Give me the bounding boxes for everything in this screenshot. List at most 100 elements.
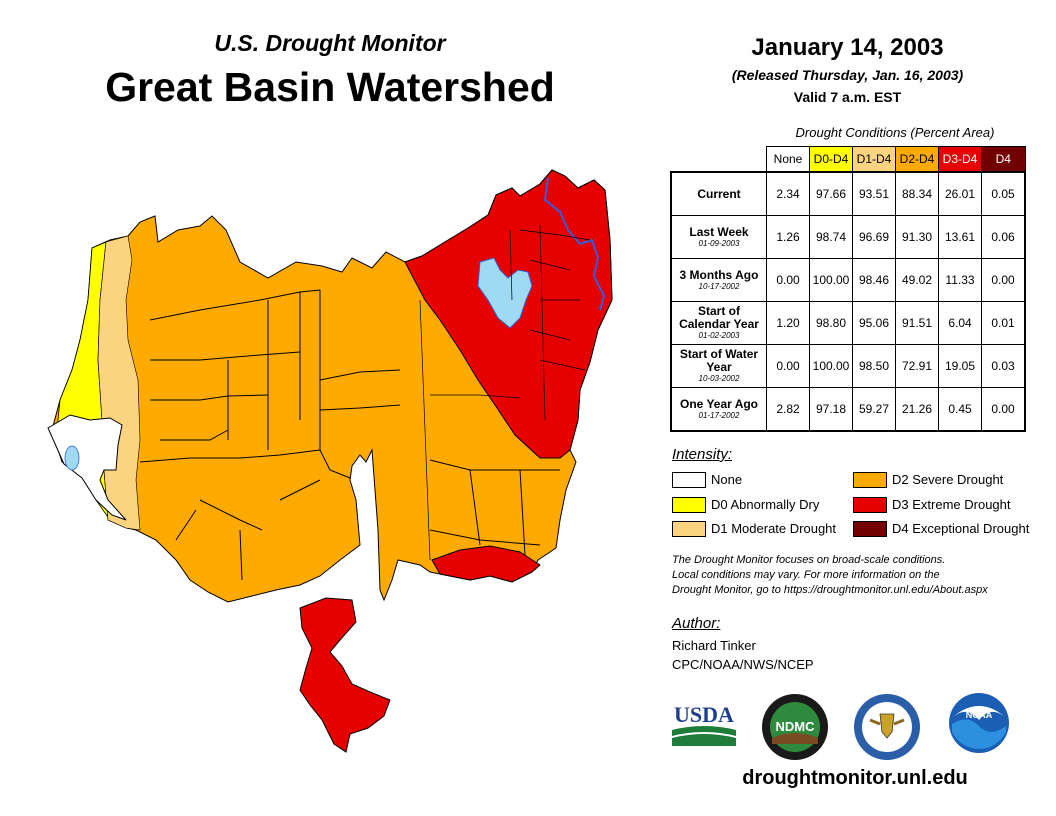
note-line: The Drought Monitor focuses on broad-sca… xyxy=(672,554,946,566)
row-label: 3 Months Ago 10-17-2002 xyxy=(670,258,767,302)
legend-swatch xyxy=(853,497,887,513)
table-cell: 1.26 xyxy=(766,215,810,259)
table-cell: 19.05 xyxy=(938,344,982,388)
legend-title: Intensity: xyxy=(672,446,733,463)
usda-logo-icon: USDA xyxy=(672,702,736,746)
row-label: Current xyxy=(670,171,767,216)
legend-swatch xyxy=(853,472,887,488)
table-cell: 13.61 xyxy=(938,215,982,259)
table-cell: 0.01 xyxy=(981,301,1026,345)
table-cell: 93.51 xyxy=(852,171,896,216)
row-label-text: Start of Water Year xyxy=(679,347,759,374)
lake-icon xyxy=(64,445,80,471)
row-label-text: Current xyxy=(697,186,741,201)
table-cell: 98.46 xyxy=(852,258,896,302)
legend-label: D3 Extreme Drought xyxy=(892,497,1011,512)
row-date: 01-17-2002 xyxy=(698,410,740,420)
website-link[interactable]: droughtmonitor.unl.edu xyxy=(742,767,968,789)
map-subtitle: U.S. Drought Monitor xyxy=(214,30,446,56)
legend-swatch xyxy=(672,472,706,488)
row-date: 10-17-2002 xyxy=(698,281,740,291)
legend-label: D1 Moderate Drought xyxy=(711,521,837,536)
ndmc-logo-icon: NDMC xyxy=(762,694,828,760)
row-label-text: 3 Months Ago xyxy=(679,267,759,282)
table-cell: 6.04 xyxy=(938,301,982,345)
table-cell: 2.82 xyxy=(766,387,810,432)
basin-boundaries xyxy=(139,289,560,581)
column-header-d3-d4: D3-D4 xyxy=(938,146,982,173)
table-cell: 97.18 xyxy=(809,387,853,432)
table-cell: 98.50 xyxy=(852,344,896,388)
legend-swatch xyxy=(672,497,706,513)
note-line: Local conditions may vary. For more info… xyxy=(672,569,940,581)
row-date: 10-03-2002 xyxy=(698,374,740,383)
drought-conditions-table: None D0-D4 D1-D4 D2-D4 D3-D4 D4 Current 2… xyxy=(670,146,1026,432)
table-cell: 0.00 xyxy=(766,258,810,302)
table-cell: 1.20 xyxy=(766,301,810,345)
note-line: Drought Monitor, go to https://droughtmo… xyxy=(672,584,988,596)
row-date: 01-09-2003 xyxy=(698,238,740,248)
row-label: Start of Water Year 10-03-2002 xyxy=(670,344,767,388)
table-cell: 97.66 xyxy=(809,171,853,216)
table-cell: 0.00 xyxy=(981,258,1026,302)
table-cell: 91.51 xyxy=(895,301,939,345)
noaa-logo-text: NOAA xyxy=(966,710,993,720)
table-caption: Drought Conditions (Percent Area) xyxy=(795,125,995,140)
map-title: Great Basin Watershed xyxy=(105,64,555,110)
table-row: Current 2.34 97.66 93.51 88.34 26.01 0.05 xyxy=(670,171,1026,216)
usda-logo-text: USDA xyxy=(674,702,734,727)
table-cell: 59.27 xyxy=(852,387,896,432)
none-region xyxy=(47,414,127,521)
table-header-row: None D0-D4 D1-D4 D2-D4 D3-D4 D4 xyxy=(671,146,1026,173)
column-header-d2-d4: D2-D4 xyxy=(895,146,939,173)
table-row: One Year Ago 01-17-2002 2.82 97.18 59.27 21.2… xyxy=(670,387,1026,432)
table-cell: 88.34 xyxy=(895,171,939,216)
table-cell: 11.33 xyxy=(938,258,982,302)
legend-swatch xyxy=(853,521,887,537)
row-label-text: Start of Calendar Year xyxy=(679,304,759,331)
row-date: 01-02-2003 xyxy=(698,331,740,340)
table-cell: 49.02 xyxy=(895,258,939,302)
commerce-seal-icon xyxy=(854,694,920,760)
table-cell: 0.03 xyxy=(981,344,1026,388)
legend-label: None xyxy=(711,472,743,487)
table-cell: 98.74 xyxy=(809,215,853,259)
table-row: Start of Calendar Year 01-02-2003 1.20 98.8… xyxy=(670,301,1026,345)
table-row: Start of Water Year 10-03-2002 0.00 100.00 9… xyxy=(670,344,1026,388)
table-cell: 0.45 xyxy=(938,387,982,432)
map-date: January 14, 2003 xyxy=(751,34,944,61)
author-org: CPC/NOAA/NWS/NCEP xyxy=(672,657,814,672)
table-cell: 98.80 xyxy=(809,301,853,345)
table-row: Last Week 01-09-2003 1.26 98.74 96.69 91.30 13… xyxy=(670,215,1026,259)
row-label: One Year Ago 01-17-2002 xyxy=(670,387,767,432)
table-cell: 0.00 xyxy=(766,344,810,388)
column-header-none: None xyxy=(766,146,810,173)
table-cell: 26.01 xyxy=(938,171,982,216)
ndmc-logo-text: NDMC xyxy=(776,719,816,734)
author-name: Richard Tinker xyxy=(672,638,756,653)
lake-icon xyxy=(477,257,533,329)
noaa-logo-icon: NOAA xyxy=(949,693,1009,753)
row-label-text: Last Week xyxy=(689,224,749,239)
row-label-text: One Year Ago xyxy=(679,396,759,411)
table-cell: 100.00 xyxy=(809,344,853,388)
legend-label: D0 Abnormally Dry xyxy=(711,497,820,512)
column-header-d1-d4: D1-D4 xyxy=(852,146,896,173)
table-cell: 2.34 xyxy=(766,171,810,216)
river-icon xyxy=(543,177,606,311)
d3-region-southwest xyxy=(299,597,391,753)
table-cell: 96.69 xyxy=(852,215,896,259)
release-date: (Released Thursday, Jan. 16, 2003) xyxy=(731,67,964,83)
table-row: 3 Months Ago 10-17-2002 0.00 100.00 98.46 49.… xyxy=(670,258,1026,302)
legend-label: D4 Exceptional Drought xyxy=(892,521,1030,536)
legend-swatch xyxy=(672,521,706,537)
row-label: Last Week 01-09-2003 xyxy=(670,215,767,259)
table-cell: 95.06 xyxy=(852,301,896,345)
row-label: Start of Calendar Year 01-02-2003 xyxy=(670,301,767,345)
table-cell: 0.06 xyxy=(981,215,1026,259)
d3-sub-boundaries xyxy=(419,224,591,561)
table-cell: 91.30 xyxy=(895,215,939,259)
table-corner xyxy=(671,147,767,173)
column-header-d0-d4: D0-D4 xyxy=(809,146,853,173)
legend-label: D2 Severe Drought xyxy=(892,472,1004,487)
